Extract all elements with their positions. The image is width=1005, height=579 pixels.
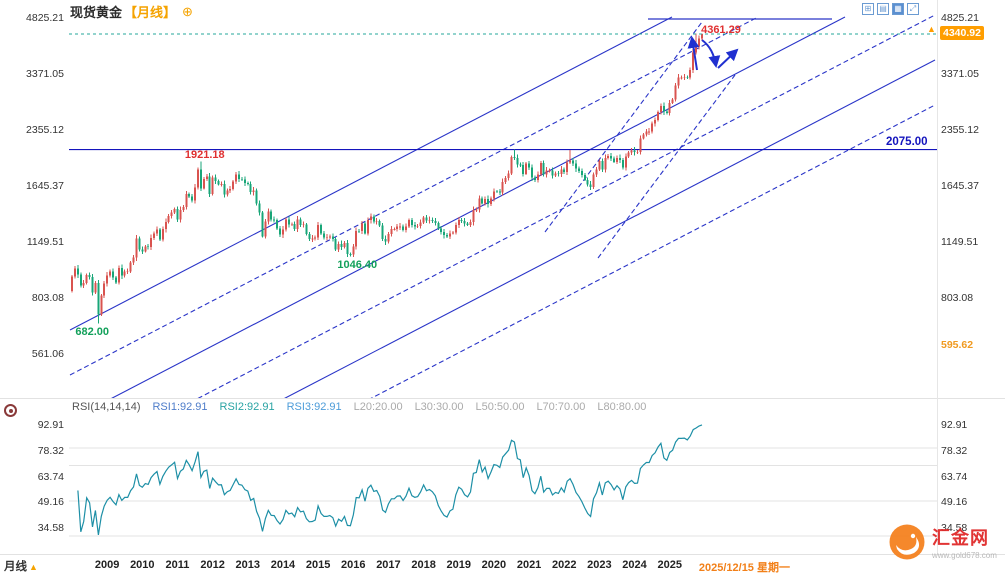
year-label: 2010 — [130, 559, 155, 571]
rsi-line — [77, 424, 703, 535]
period-tab-label: 月线 — [4, 561, 27, 573]
rsi-header-item: RSI(14,14,14) — [72, 401, 141, 413]
year-label: 2017 — [376, 559, 401, 571]
time-axis: 月线 ▲ 2009 2010 2011 2012 2013 2014 2015 2016 2017… — [0, 555, 1005, 579]
chart-title: 现货黄金 【月线】 ⊕ — [70, 2, 193, 21]
rsi-header-item: RSI2:92.91 — [219, 401, 275, 413]
chart-toolbar: ⊞ ▤ ▦ ⤢ — [862, 3, 919, 15]
annotation-label: 4361.29 — [701, 24, 741, 37]
annotation-label: 1046.40 — [337, 258, 378, 271]
symbol-name: 现货黄金 — [70, 5, 123, 20]
axis-divider — [937, 0, 938, 554]
year-label: 2018 — [411, 559, 436, 571]
price-axis-label: 2355.12 — [941, 123, 979, 136]
rsi-axis-label: 63.74 — [941, 470, 968, 483]
period-tab[interactable]: 月线 ▲ — [4, 558, 38, 574]
rsi-axis-label: 92.91 — [37, 419, 64, 431]
rsi-header-item: L20:20.00 — [353, 401, 403, 413]
logo-text: 汇金网 — [932, 528, 989, 548]
crosshair-tool-icon[interactable] — [4, 404, 17, 417]
last-update-date: 2025/12/15 星期一 — [698, 562, 790, 574]
price-axis-label: 2355.12 — [26, 123, 64, 136]
year-label: 2024 — [622, 559, 647, 571]
candlestick-series — [71, 33, 703, 324]
crosshair-dot — [8, 408, 13, 413]
year-label: 2019 — [446, 559, 471, 571]
price-axis-label: 803.08 — [941, 292, 974, 305]
period-label: 【月线】 — [124, 5, 177, 20]
logo-url: www.gold678.com — [932, 551, 997, 560]
year-label: 2016 — [341, 559, 366, 571]
rsi-header-item: L70:70.00 — [536, 401, 586, 413]
price-axis-label: 561.06 — [31, 348, 64, 361]
active-chart-icon[interactable]: ▦ — [892, 3, 904, 15]
time-axis-divider — [0, 554, 1005, 555]
year-label: 2014 — [270, 559, 296, 571]
annotation-label: 1921.18 — [184, 148, 225, 161]
resistance-price-label: 2075.00 — [884, 135, 930, 148]
logo-text-block: 汇金网 www.gold678.com — [932, 524, 997, 560]
price-axis-label: 4825.21 — [26, 11, 64, 24]
rsi-axis-label: 34.58 — [37, 522, 64, 534]
add-indicator-icon[interactable]: ⊕ — [182, 3, 193, 19]
price-axis-label: 3371.05 — [26, 67, 64, 80]
rsi-header-item: RSI3:92.91 — [286, 401, 342, 413]
year-label: 2020 — [481, 559, 507, 571]
price-axis-label: 1645.37 — [941, 179, 979, 192]
rsi-axis-label: 78.32 — [37, 444, 64, 457]
low-price-label: 595.62 — [941, 338, 974, 351]
year-label: 2009 — [94, 559, 120, 571]
price-up-arrow-icon: ▲ — [927, 24, 936, 35]
price-axis-label: 1645.37 — [26, 179, 64, 192]
price-axis-label: 803.08 — [31, 292, 64, 305]
year-label: 2021 — [516, 559, 542, 571]
fullscreen-icon[interactable]: ⤢ — [907, 3, 919, 15]
rsi-axis-label: 34.58 — [941, 522, 968, 534]
price-axis-label: 1149.51 — [26, 236, 64, 248]
current-price-tag: 4340.92 — [940, 26, 984, 41]
rsi-header: RSI(14,14,14) RSI1:92.91 RSI2:92.91 RSI3:92… — [72, 401, 646, 413]
panel-divider — [0, 398, 1005, 399]
year-label: 2023 — [587, 559, 612, 571]
rsi-axis-label: 49.16 — [37, 496, 64, 509]
panel-layout-icon[interactable]: ▤ — [877, 3, 889, 15]
year-label: 2015 — [305, 559, 331, 571]
year-label: 2012 — [200, 559, 225, 571]
year-label: 2025 — [657, 559, 682, 571]
rsi-header-item: L30:30.00 — [414, 401, 464, 413]
annotation-label: 682.00 — [75, 325, 110, 338]
year-label: 2011 — [165, 559, 190, 571]
logo-swirl-icon — [889, 524, 925, 560]
trendlines-group — [69, 14, 936, 398]
rsi-header-item: RSI1:92.91 — [152, 401, 208, 413]
rsi-header-item: L80:80.00 — [597, 401, 647, 413]
huijin-logo: 汇金网 www.gold678.com — [888, 523, 997, 561]
year-label: 2013 — [235, 559, 261, 571]
rsi-header-item: L50:50.00 — [475, 401, 525, 413]
rsi-axis-label: 63.74 — [37, 470, 64, 483]
rsi-axis-label: 49.16 — [941, 496, 968, 509]
price-axis-label: 4825.21 — [941, 11, 979, 24]
dropdown-arrow-icon: ▲ — [29, 562, 38, 572]
main-price-chart[interactable] — [69, 0, 937, 398]
price-axis-label: 1149.51 — [941, 236, 979, 248]
price-axis-label: 3371.05 — [941, 67, 979, 80]
grid-view-icon[interactable]: ⊞ — [862, 3, 874, 15]
rsi-axis-label: 78.32 — [941, 444, 968, 457]
rsi-indicator-chart[interactable] — [69, 410, 937, 554]
drawn-arrows-group — [687, 36, 739, 71]
year-label: 2022 — [551, 559, 577, 571]
rsi-axis-label: 92.91 — [941, 419, 968, 431]
